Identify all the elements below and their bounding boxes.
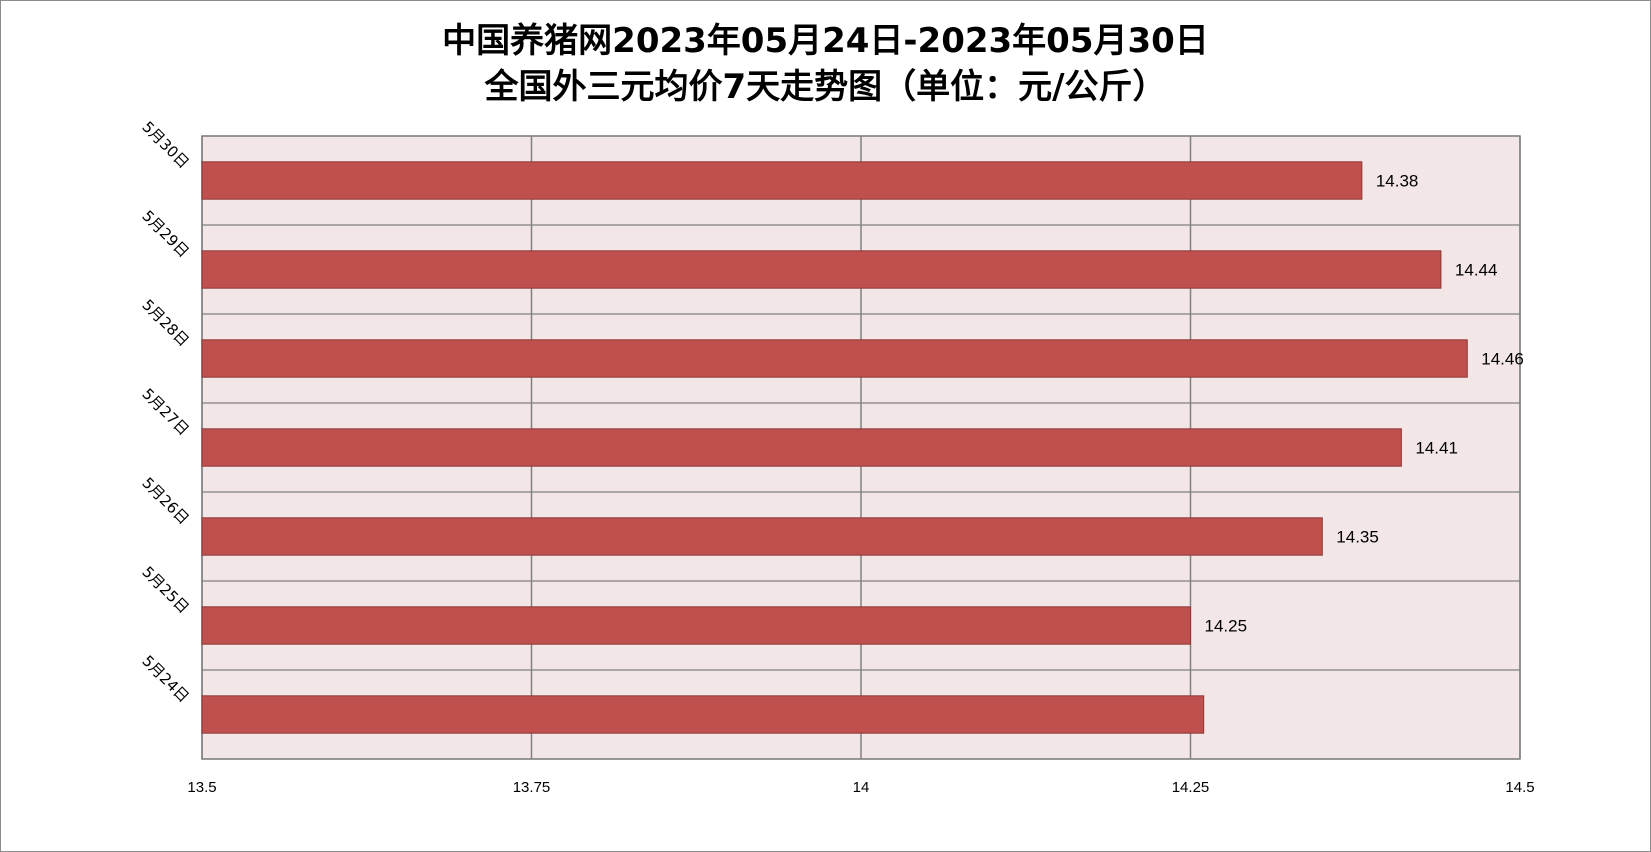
category-label: 5月27日 [138, 385, 192, 439]
data-label: 14.25 [1205, 617, 1248, 636]
bar [201, 428, 1402, 467]
x-tick-label: 14.25 [1172, 779, 1210, 796]
bar [201, 517, 1323, 556]
data-label: 14.41 [1415, 439, 1458, 458]
x-tick-label: 14.5 [1505, 779, 1534, 796]
x-tick-label: 13.75 [513, 779, 551, 796]
chart-title: 中国养猪网2023年05月24日-2023年05月30日 全国外三元均价7天走势… [0, 18, 1651, 110]
category-label: 5月28日 [138, 296, 192, 350]
category-label: 5月30日 [138, 118, 192, 172]
data-label: 14.35 [1336, 528, 1379, 547]
x-tick-label: 13.5 [187, 779, 216, 796]
bar [201, 250, 1442, 289]
data-label: 14.38 [1376, 172, 1419, 191]
category-label: 5月25日 [138, 563, 192, 617]
bar [201, 695, 1205, 734]
category-label: 5月24日 [138, 652, 192, 706]
bar [201, 339, 1468, 378]
data-label: 14.44 [1455, 261, 1498, 280]
category-label: 5月26日 [138, 474, 192, 528]
data-label: 14.46 [1481, 350, 1524, 369]
chart-title-line1: 中国养猪网2023年05月24日-2023年05月30日 [442, 21, 1209, 61]
chart-title-line2: 全国外三元均价7天走势图（单位：元/公斤） [484, 67, 1167, 107]
x-tick-label: 14 [853, 779, 870, 796]
category-label: 5月29日 [138, 207, 192, 261]
bar [201, 161, 1363, 200]
bar [201, 606, 1191, 645]
